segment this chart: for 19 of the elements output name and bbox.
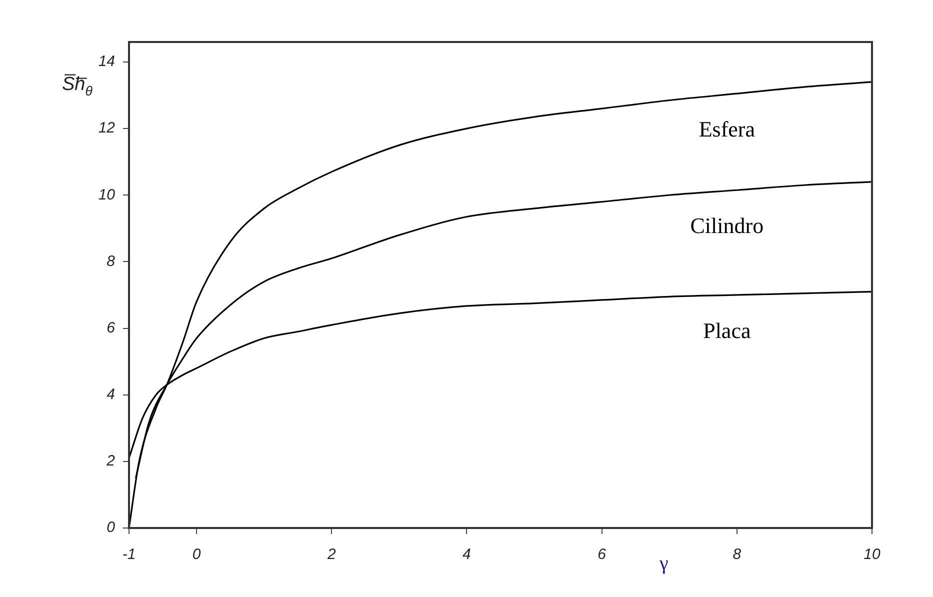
- x-axis-title: γ: [658, 552, 669, 574]
- y-tick-label: 2: [106, 452, 116, 470]
- x-tick-label: 10: [864, 546, 881, 564]
- x-tick-label: 8: [732, 546, 742, 564]
- series-label: Esfera: [698, 116, 756, 142]
- x-tick-label: 4: [462, 546, 471, 564]
- series-label: Placa: [703, 318, 751, 343]
- y-tick-label: 6: [106, 319, 116, 336]
- y-tick-label: 8: [106, 252, 116, 270]
- x-tick-label: 2: [326, 546, 336, 564]
- y-tick-label: 14: [98, 53, 115, 70]
- x-tick-label: -1: [122, 546, 136, 564]
- y-tick-label: 4: [106, 386, 115, 404]
- series-label: Cilindro: [690, 212, 764, 238]
- y-tick-label: 12: [98, 120, 116, 137]
- y-tick-label: 0: [106, 519, 116, 536]
- x-tick-label: 0: [192, 546, 202, 564]
- x-tick-label: 6: [598, 546, 607, 564]
- y-tick-label: 10: [98, 186, 116, 204]
